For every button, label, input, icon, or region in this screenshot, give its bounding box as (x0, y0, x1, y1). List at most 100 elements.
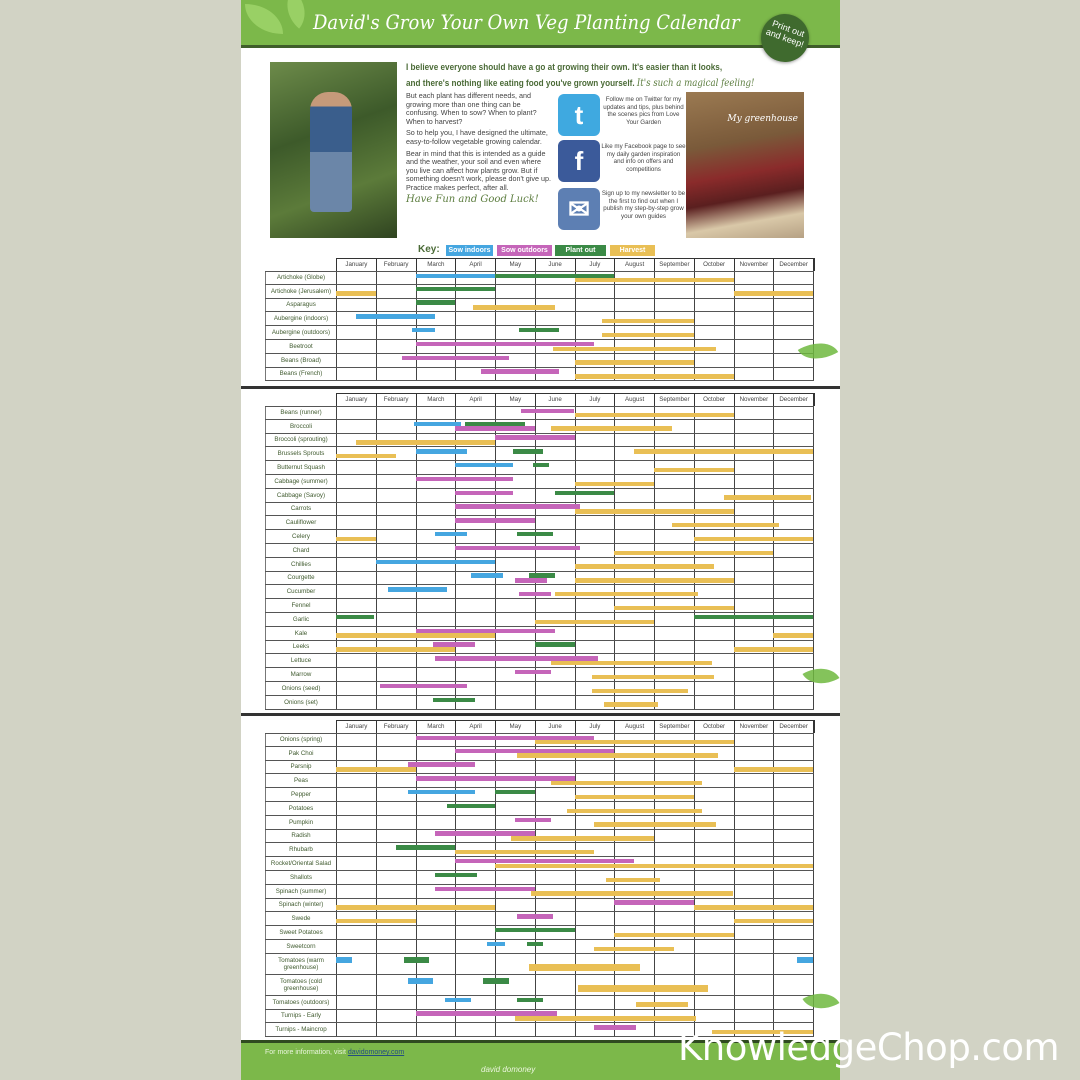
crop-name: Lettuce (265, 654, 336, 668)
month-gridline (773, 284, 775, 298)
month-gridline (375, 298, 377, 312)
month-gridline (375, 312, 377, 326)
month-gridline (375, 626, 377, 640)
plant-out-bar (532, 462, 549, 468)
crop-name: Tomatoes (outdoors) (265, 995, 336, 1009)
sow-outdoors-bar (407, 762, 476, 767)
month-header: October (695, 259, 735, 271)
month-gridline (534, 407, 536, 419)
month-gridline (693, 995, 695, 1009)
month-gridline (654, 626, 655, 640)
sow-outdoors-bar (415, 735, 595, 740)
month-gridline (654, 312, 655, 326)
month-gridline (495, 544, 496, 557)
sow-outdoors-bar (520, 408, 575, 413)
month-gridline (375, 544, 377, 557)
footer-link[interactable]: davidomoney.com (347, 1049, 405, 1056)
month-gridline (336, 857, 337, 870)
month-gridline (654, 884, 655, 898)
table-row: Turnips - Maincrop (265, 1023, 814, 1038)
table-row: Aubergine (outdoors) (265, 326, 814, 340)
harvest-bar (634, 449, 813, 454)
month-gridline (495, 898, 496, 912)
month-gridline (813, 1023, 814, 1037)
month-gridline (375, 953, 377, 974)
crop-name: Rhubarb (265, 843, 336, 857)
sow-indoors-bar (355, 314, 436, 319)
month-gridline (773, 340, 775, 353)
month-gridline (813, 367, 814, 381)
month-gridline (574, 571, 576, 585)
month-gridline (336, 475, 337, 488)
month-gridline (693, 829, 695, 843)
crop-name: Swede (265, 912, 336, 926)
month-gridline (375, 419, 377, 433)
month-gridline (375, 668, 377, 681)
month-header-row: January February March April May June July Augu… (336, 720, 815, 733)
table-row: Fennel (265, 599, 814, 613)
month-gridline (455, 746, 457, 760)
month-gridline (693, 613, 695, 626)
month-gridline (813, 926, 814, 939)
month-gridline (733, 585, 735, 599)
harvest-bar (723, 495, 811, 500)
table-row: Broccoli (265, 419, 814, 434)
month-gridline (614, 516, 616, 530)
envelope-icon[interactable]: ✉ (558, 188, 600, 230)
table-row: Celery (265, 530, 814, 544)
month-gridline (534, 995, 536, 1009)
harvest-bar (534, 619, 654, 624)
month-gridline (574, 272, 576, 284)
crop-name: Parsnip (265, 760, 336, 774)
month-gridline (773, 760, 775, 774)
harvest-bar (693, 905, 813, 910)
month-gridline (614, 1023, 616, 1037)
sow-outdoors-bar (455, 545, 581, 551)
plant-out-bar (483, 977, 509, 985)
table-row: Rhubarb (265, 843, 814, 858)
footer-logo: david domoney (481, 1065, 536, 1074)
month-gridline (693, 367, 695, 381)
month-gridline (534, 433, 536, 447)
month-gridline (733, 367, 735, 381)
table-row: Leeks (265, 640, 814, 655)
harvest-bar (733, 647, 813, 652)
table-row: Onions (seed) (265, 682, 814, 696)
month-gridline (336, 734, 337, 746)
leaf-decoration-icon (245, 4, 283, 34)
month-gridline (495, 461, 496, 474)
harvest-bar (574, 360, 694, 365)
month-gridline (574, 326, 576, 339)
month-gridline (495, 613, 496, 626)
sow-outdoors-bar (435, 886, 535, 891)
month-gridline (654, 774, 655, 788)
month-header: June (536, 394, 576, 406)
table-row: Shallots (265, 871, 814, 885)
month-gridline (773, 502, 775, 516)
month-gridline (415, 843, 417, 857)
month-gridline (534, 774, 536, 788)
month-gridline (534, 898, 536, 912)
twitter-icon[interactable]: t (558, 94, 600, 136)
month-gridline (336, 815, 337, 829)
month-gridline (375, 599, 377, 612)
facebook-icon[interactable]: f (558, 140, 600, 182)
month-gridline (693, 843, 695, 857)
month-gridline (534, 272, 536, 284)
harvest-bar (514, 1016, 696, 1021)
plant-out-bar (534, 642, 575, 647)
month-gridline (375, 407, 377, 419)
month-gridline (733, 788, 735, 801)
month-gridline (614, 802, 616, 815)
month-gridline (693, 298, 695, 312)
month-gridline (693, 585, 695, 599)
month-gridline (693, 530, 695, 543)
month-gridline (336, 912, 337, 926)
harvest-bar (604, 702, 658, 707)
month-gridline (534, 1023, 536, 1037)
month-gridline (534, 326, 536, 339)
month-gridline (813, 815, 814, 829)
month-gridline (813, 871, 814, 884)
month-gridline (534, 953, 536, 974)
harvest-bar (733, 767, 813, 772)
